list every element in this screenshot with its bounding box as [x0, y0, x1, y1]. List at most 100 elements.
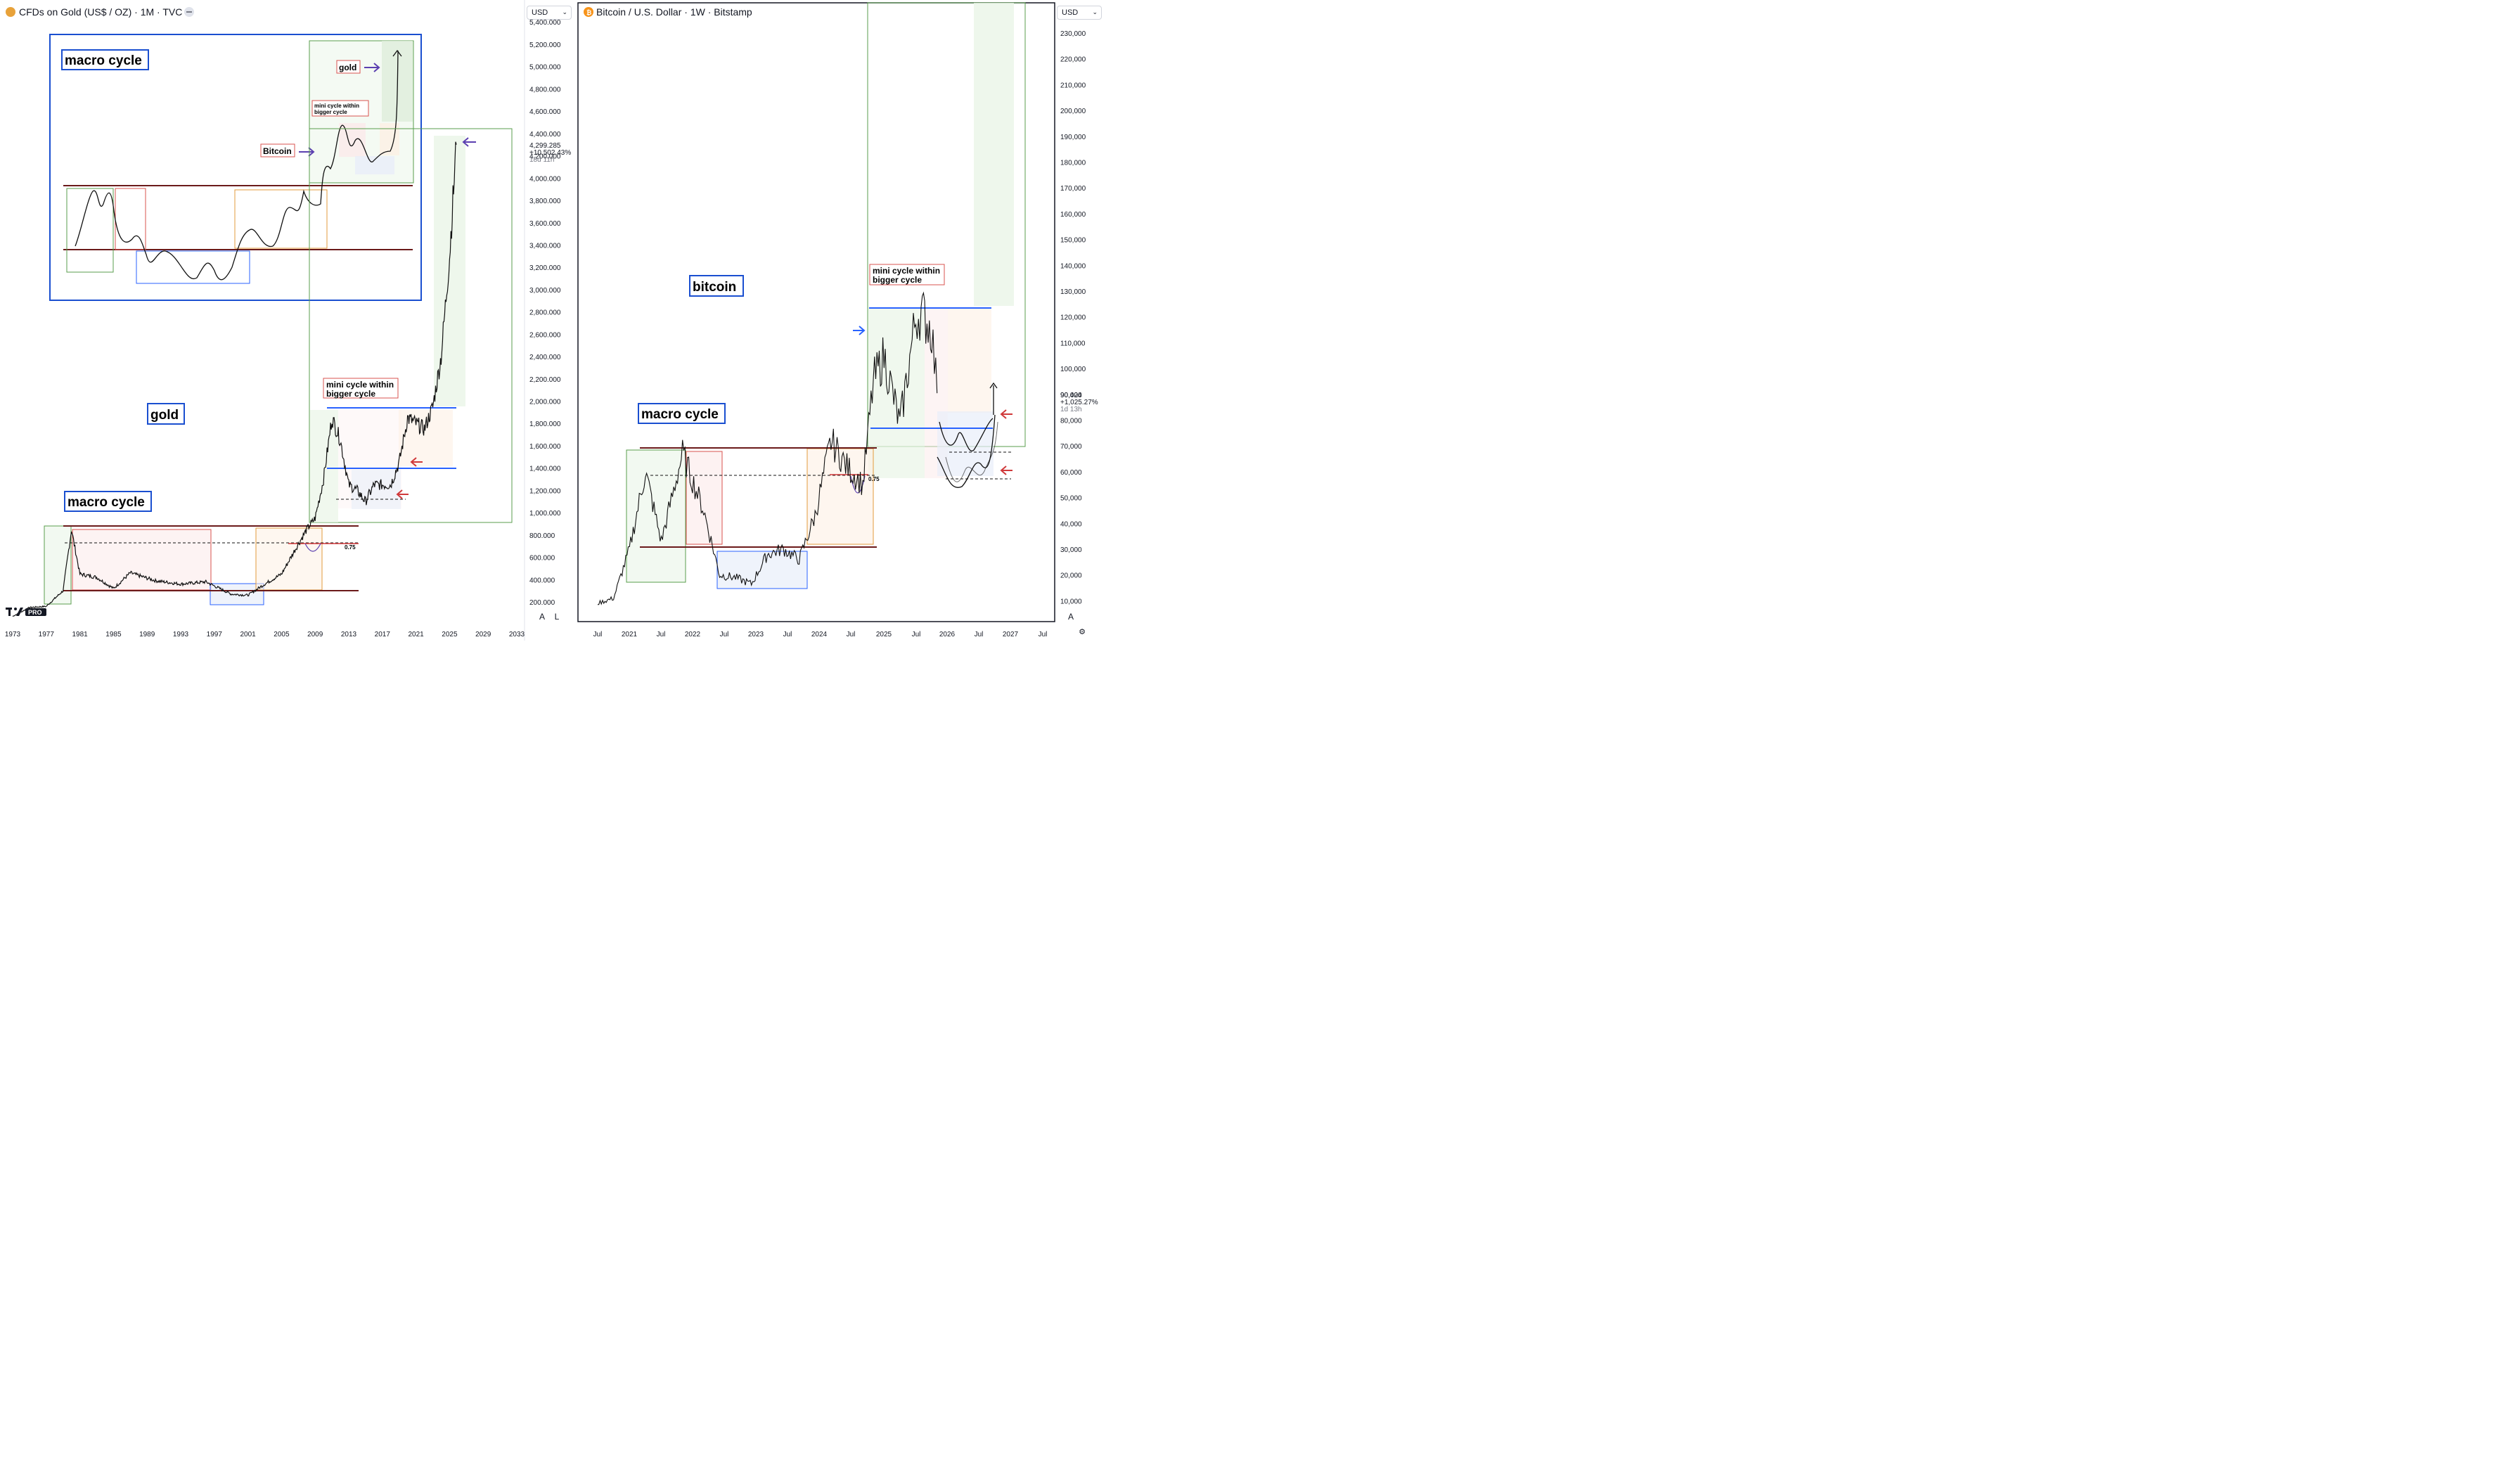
left-chart[interactable]: CFDs on Gold (US$ / OZ) · 1M · TVC macro…: [0, 0, 571, 641]
left-auto-scale-button[interactable]: A: [539, 612, 545, 622]
right-time-tick: 2025: [876, 631, 892, 638]
left-price-axis[interactable]: 5,200.000 5,000.000 4,800.000 4,600.000 4,40…: [529, 41, 561, 607]
left-title: CFDs on Gold (US$ / OZ) · 1M · TVC: [19, 6, 182, 18]
left-price-tick: 4,000.000: [529, 175, 561, 183]
left-price-tick: 2,000.000: [529, 399, 561, 406]
right-price-tick: 230,000: [1060, 30, 1086, 38]
gold-fib-label: 0.75: [345, 544, 356, 551]
left-time-tick: 1993: [173, 631, 189, 638]
right-price-tick: 50,000: [1060, 495, 1082, 503]
right-currency-select[interactable]: USD ⌄: [1057, 6, 1102, 20]
left-time-tick: 2029: [475, 631, 491, 638]
left-currency-value: USD: [532, 8, 548, 17]
right-price-tick: 110,000: [1060, 340, 1086, 347]
btc-red-arrow-lower-icon: [1000, 465, 1012, 475]
left-countdown-label: 18d 11h: [529, 156, 554, 164]
left-price-tick: 3,600.000: [529, 220, 561, 228]
right-price-tick: 130,000: [1060, 288, 1086, 296]
right-time-tick: 2022: [685, 631, 701, 638]
btc-red-arrow-upper-icon: [1000, 409, 1012, 419]
left-time-tick: 1985: [105, 631, 122, 638]
left-price-tick: 3,000.000: [529, 287, 561, 295]
right-time-tick: 2023: [748, 631, 764, 638]
btc-orange-cycle-box: [806, 448, 874, 545]
right-title: Bitcoin / U.S. Dollar · 1W · Bitstamp: [596, 6, 752, 18]
inset-macro-cycle-box: [61, 49, 149, 70]
left-price-label: 4,299.285: [529, 142, 561, 150]
mini-cycle-box: [323, 378, 399, 399]
left-price-tick: 600.000: [529, 555, 555, 563]
right-change-label: +1,025.27%: [1060, 399, 1098, 406]
left-time-tick: 2021: [408, 631, 424, 638]
left-price-tick: 1,400.000: [529, 465, 561, 473]
left-currency-select[interactable]: USD ⌄: [527, 6, 572, 20]
right-time-tick: Jul: [1039, 631, 1048, 638]
left-price-tick: 5,200.000: [529, 41, 561, 49]
btc-macro-cycle-label: macro cycle: [641, 407, 719, 422]
chart-canvas[interactable]: CFDs on Gold (US$ / OZ) · 1M · TVC macro…: [0, 0, 1102, 641]
left-price-tick: 1,800.000: [529, 420, 561, 428]
right-time-tick: 2024: [811, 631, 828, 638]
btc-label: bitcoin: [693, 280, 736, 295]
inset-bitcoin-box: [260, 143, 295, 158]
inset-mini-orange-shade: [380, 123, 399, 155]
right-price-tick: 20,000: [1060, 572, 1082, 580]
bitcoin-glyph: ₿: [586, 9, 591, 16]
right-price-tick: 90,000: [1060, 392, 1082, 399]
left-time-tick: 2025: [442, 631, 458, 638]
gold-breakout-shade: [434, 136, 465, 406]
right-price-tick: 200,000: [1060, 108, 1086, 115]
left-time-tick: 2009: [307, 631, 323, 638]
btc-mini-orange: [948, 307, 991, 413]
left-price-tick: 4,400.000: [529, 131, 561, 139]
btc-blue-arrow-icon: [853, 326, 866, 335]
gold-label-box: [147, 403, 185, 425]
tradingview-logo: PRO: [6, 608, 46, 616]
right-chart[interactable]: ₿ Bitcoin / U.S. Dollar · 1W · Bitstamp …: [577, 2, 1098, 638]
right-price-tick: 150,000: [1060, 237, 1086, 245]
right-auto-scale-button[interactable]: A: [1067, 612, 1074, 622]
left-price-tick: 2,600.000: [529, 331, 561, 339]
btc-fib-label: 0.75: [868, 476, 880, 482]
btc-projection-arrow: [989, 382, 998, 415]
right-time-tick: Jul: [783, 631, 792, 638]
svg-text:PRO: PRO: [28, 609, 42, 616]
right-price-tick: 30,000: [1060, 546, 1082, 554]
btc-mini-cycle-line1: mini cycle within: [873, 266, 940, 276]
inset-frame: [49, 34, 422, 301]
btc-red-cycle-box: [686, 451, 723, 545]
inset-blue-box: [136, 250, 250, 284]
left-time-axis[interactable]: 1973 1977 1981 1985 1989 1993 1997 2001 2005 2009…: [5, 631, 525, 638]
left-log-scale-button[interactable]: L: [554, 612, 560, 622]
inset-bitcoin-label: Bitcoin: [263, 146, 292, 156]
right-price-axis[interactable]: 230,000 220,000 210,000 200,000 190,000 180,0…: [1060, 30, 1086, 605]
left-price-tick: 5,000.000: [529, 64, 561, 72]
inset-bitcoin-arrow-icon: [299, 147, 315, 157]
btc-green-cycle-box: [626, 449, 686, 583]
right-price-tick: 10,000: [1060, 598, 1082, 605]
left-price-tick: 800.000: [529, 532, 555, 540]
left-time-tick: 1981: [72, 631, 88, 638]
btc-mini-blue: [937, 411, 994, 476]
left-price-tick: 3,200.000: [529, 264, 561, 272]
btc-blue-cycle-box: [716, 551, 808, 589]
left-time-tick: 1997: [207, 631, 223, 638]
right-price-tick: 120,000: [1060, 314, 1086, 322]
inset-mini-cycle-line1: mini cycle within: [314, 103, 359, 109]
left-price-tick: 400.000: [529, 577, 555, 584]
btc-projection-green: [974, 3, 1014, 306]
right-time-tick: 2021: [622, 631, 638, 638]
minus-glyph: [186, 11, 192, 13]
gold-red-arrow-lower-icon: [396, 489, 409, 499]
btc-label-box: [689, 275, 744, 297]
right-time-axis[interactable]: Jul 2021 Jul 2022 Jul 2023 Jul 2024 Jul 2025 Jul 20…: [593, 631, 1048, 638]
gear-icon[interactable]: ⚙: [1079, 628, 1086, 636]
panel-divider: [571, 0, 578, 641]
right-price-tick: 100,000: [1060, 366, 1086, 373]
btc-mini-cycle-line2: bigger cycle: [873, 275, 922, 285]
btc-projection-path-3: [945, 421, 998, 482]
right-price-tick: 190,000: [1060, 134, 1086, 141]
btc-projection-path-2: [937, 414, 996, 488]
right-countdown-label: 1d 13h: [1060, 406, 1082, 413]
inset-mini-cycle-box-label: [311, 100, 369, 117]
